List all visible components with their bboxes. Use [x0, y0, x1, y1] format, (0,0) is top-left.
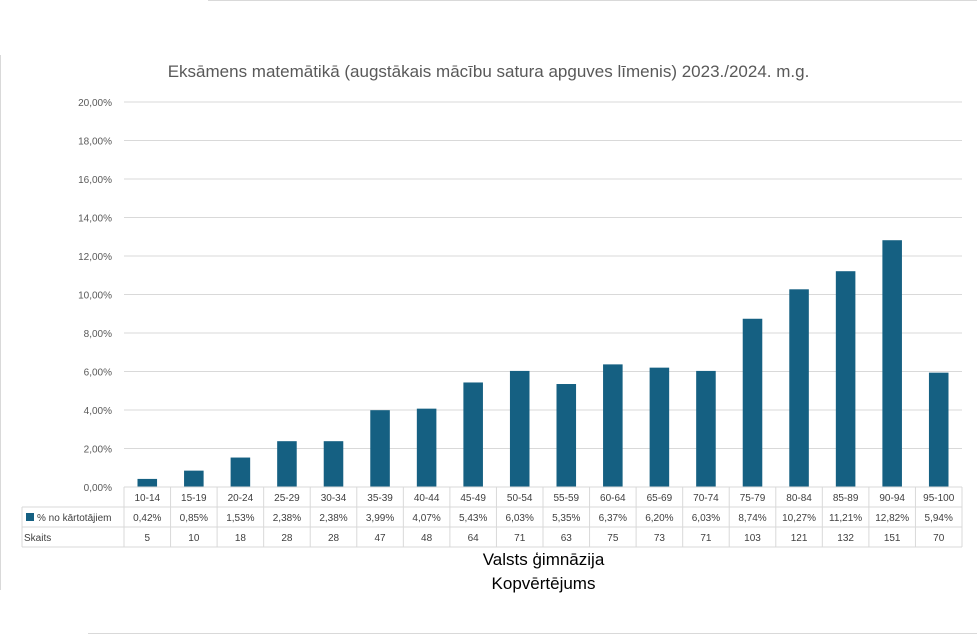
data-label: 2,38% [319, 513, 347, 524]
bar [556, 384, 577, 487]
y-tick-label: 2,00% [84, 445, 112, 456]
table-cell: 47 [374, 533, 386, 544]
data-label: 6,03% [506, 513, 534, 524]
y-tick-label: 8,00% [84, 329, 112, 340]
x-tick-label: 25-29 [274, 493, 300, 504]
bar [230, 457, 251, 487]
table-cell: 48 [421, 533, 433, 544]
bar [184, 470, 204, 487]
x-tick-label: 45-49 [460, 493, 486, 504]
bar [137, 478, 158, 487]
x-tick-label: 20-24 [228, 493, 254, 504]
bar [835, 271, 856, 487]
table-cell: 64 [468, 533, 480, 544]
y-tick-label: 12,00% [78, 252, 112, 263]
data-label: 5,94% [925, 513, 953, 524]
bar [789, 289, 809, 487]
bar [928, 372, 949, 487]
top-divider [208, 0, 977, 1]
left-divider [0, 55, 1, 590]
data-label: 5,43% [459, 513, 487, 524]
table-cell: 5 [144, 533, 150, 544]
data-label: 3,99% [366, 513, 394, 524]
x-tick-label: 60-64 [600, 493, 626, 504]
data-label: 10,27% [782, 513, 816, 524]
table-cell: 28 [328, 533, 340, 544]
table-cell: 71 [700, 533, 712, 544]
y-tick-label: 10,00% [78, 291, 112, 302]
x-tick-label: 40-44 [414, 493, 440, 504]
x-tick-label: 35-39 [367, 493, 393, 504]
bar [509, 370, 530, 487]
table-cell: 18 [235, 533, 247, 544]
table-cell: 103 [744, 533, 761, 544]
y-tick-label: 0,00% [84, 483, 112, 494]
data-label: 12,82% [875, 513, 909, 524]
data-label: 11,21% [829, 513, 862, 524]
bar [696, 370, 716, 487]
bar [416, 408, 437, 487]
data-label: 2,38% [273, 513, 301, 524]
table-cell: 121 [791, 533, 808, 544]
table-cell: 73 [654, 533, 666, 544]
x-tick-label: 15-19 [181, 493, 207, 504]
x-tick-label: 65-69 [647, 493, 673, 504]
y-tick-label: 16,00% [78, 175, 112, 186]
legend-key [26, 513, 34, 521]
x-tick-label: 10-14 [134, 493, 160, 504]
bar [603, 364, 623, 487]
table-cell: 63 [561, 533, 573, 544]
bar [323, 441, 344, 487]
footer-line-2: Kopvērtējums [491, 574, 596, 593]
bar [882, 240, 902, 487]
x-tick-label: 95-100 [923, 493, 955, 504]
y-tick-label: 20,00% [78, 98, 112, 109]
table-cell: 70 [933, 533, 945, 544]
y-tick-label: 18,00% [78, 137, 112, 148]
x-tick-label: 75-79 [740, 493, 766, 504]
data-label: 6,03% [692, 513, 720, 524]
data-label: 5,35% [552, 513, 580, 524]
y-tick-label: 4,00% [84, 406, 112, 417]
y-tick-label: 14,00% [78, 214, 112, 225]
table-cell: 71 [514, 533, 526, 544]
y-tick-label: 6,00% [84, 368, 112, 379]
data-label: 0,85% [180, 513, 208, 524]
bottom-divider [88, 633, 977, 634]
data-label: 6,20% [645, 513, 673, 524]
footer-line-1: Valsts ģimnāzija [482, 550, 605, 569]
data-label: 4,07% [412, 513, 440, 524]
bar [277, 441, 297, 487]
table-row-header: Skaits [24, 533, 51, 544]
series-row-header: % no kārtotājiem [37, 513, 111, 524]
x-tick-label: 70-74 [693, 493, 719, 504]
x-tick-label: 80-84 [786, 493, 812, 504]
x-tick-label: 85-89 [833, 493, 859, 504]
x-tick-label: 55-59 [553, 493, 579, 504]
table-cell: 132 [837, 533, 854, 544]
x-tick-label: 50-54 [507, 493, 533, 504]
table-cell: 28 [281, 533, 293, 544]
table-cell: 151 [884, 533, 901, 544]
data-label: 6,37% [599, 513, 627, 524]
x-tick-label: 30-34 [321, 493, 347, 504]
bar [463, 382, 483, 487]
bar [370, 410, 390, 487]
data-label: 8,74% [738, 513, 766, 524]
bar [742, 318, 763, 487]
data-label: 1,53% [226, 513, 254, 524]
data-label: 0,42% [133, 513, 161, 524]
table-cell: 10 [188, 533, 200, 544]
bar [649, 367, 670, 487]
x-tick-label: 90-94 [879, 493, 905, 504]
chart-title: Eksāmens matemātikā (augstākais mācību s… [167, 62, 810, 81]
table-cell: 75 [607, 533, 619, 544]
